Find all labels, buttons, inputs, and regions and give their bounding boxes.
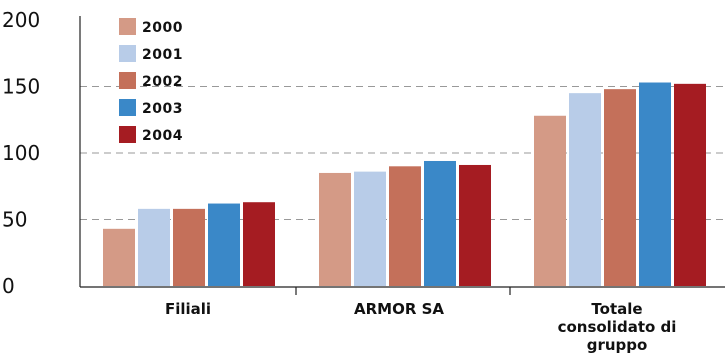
legend-swatch-2000 xyxy=(119,18,136,35)
legend-label: 2004 xyxy=(142,128,183,144)
legend-swatch-2002 xyxy=(119,72,136,89)
legend-label: 2000 xyxy=(142,20,183,36)
bar-2004 xyxy=(674,83,706,286)
bar-2000 xyxy=(534,115,566,286)
bar-2000 xyxy=(103,228,135,286)
x-category-label: gruppo xyxy=(587,336,648,354)
bar-2001 xyxy=(569,93,601,287)
y-tick-label: 100 xyxy=(2,141,40,165)
legend-label: 2001 xyxy=(142,47,183,63)
legend: 2000 2001 2002 2003 2004 xyxy=(119,18,183,144)
legend-swatch-2001 xyxy=(119,45,136,62)
bar-2002 xyxy=(389,166,421,286)
bar-2001 xyxy=(138,208,170,286)
y-axis-tick-labels: 0 50 100 150 200 xyxy=(2,8,40,298)
bar-2001 xyxy=(354,171,386,286)
bar-2004 xyxy=(243,202,275,286)
legend-label: 2002 xyxy=(142,74,183,90)
bars xyxy=(103,82,706,287)
legend-label: 2003 xyxy=(142,101,183,117)
x-category-label: Totale xyxy=(591,300,642,318)
bar-2000 xyxy=(319,172,351,286)
x-category-label: consolidato di xyxy=(558,318,677,336)
y-tick-label: 0 xyxy=(2,274,15,298)
legend-swatch-2004 xyxy=(119,126,136,143)
bar-2002 xyxy=(604,89,636,286)
bar-2004 xyxy=(459,164,491,286)
bar-2003 xyxy=(424,160,456,286)
bar-2002 xyxy=(173,208,205,286)
x-category-label: ARMOR SA xyxy=(354,300,444,318)
x-category-label: Filiali xyxy=(165,300,211,318)
axes xyxy=(79,16,725,295)
y-tick-label: 50 xyxy=(2,208,27,232)
y-tick-label: 150 xyxy=(2,75,40,99)
bar-2003 xyxy=(208,203,240,286)
legend-swatch-2003 xyxy=(119,99,136,116)
bar-2003 xyxy=(639,82,671,286)
y-tick-label: 200 xyxy=(2,8,40,32)
